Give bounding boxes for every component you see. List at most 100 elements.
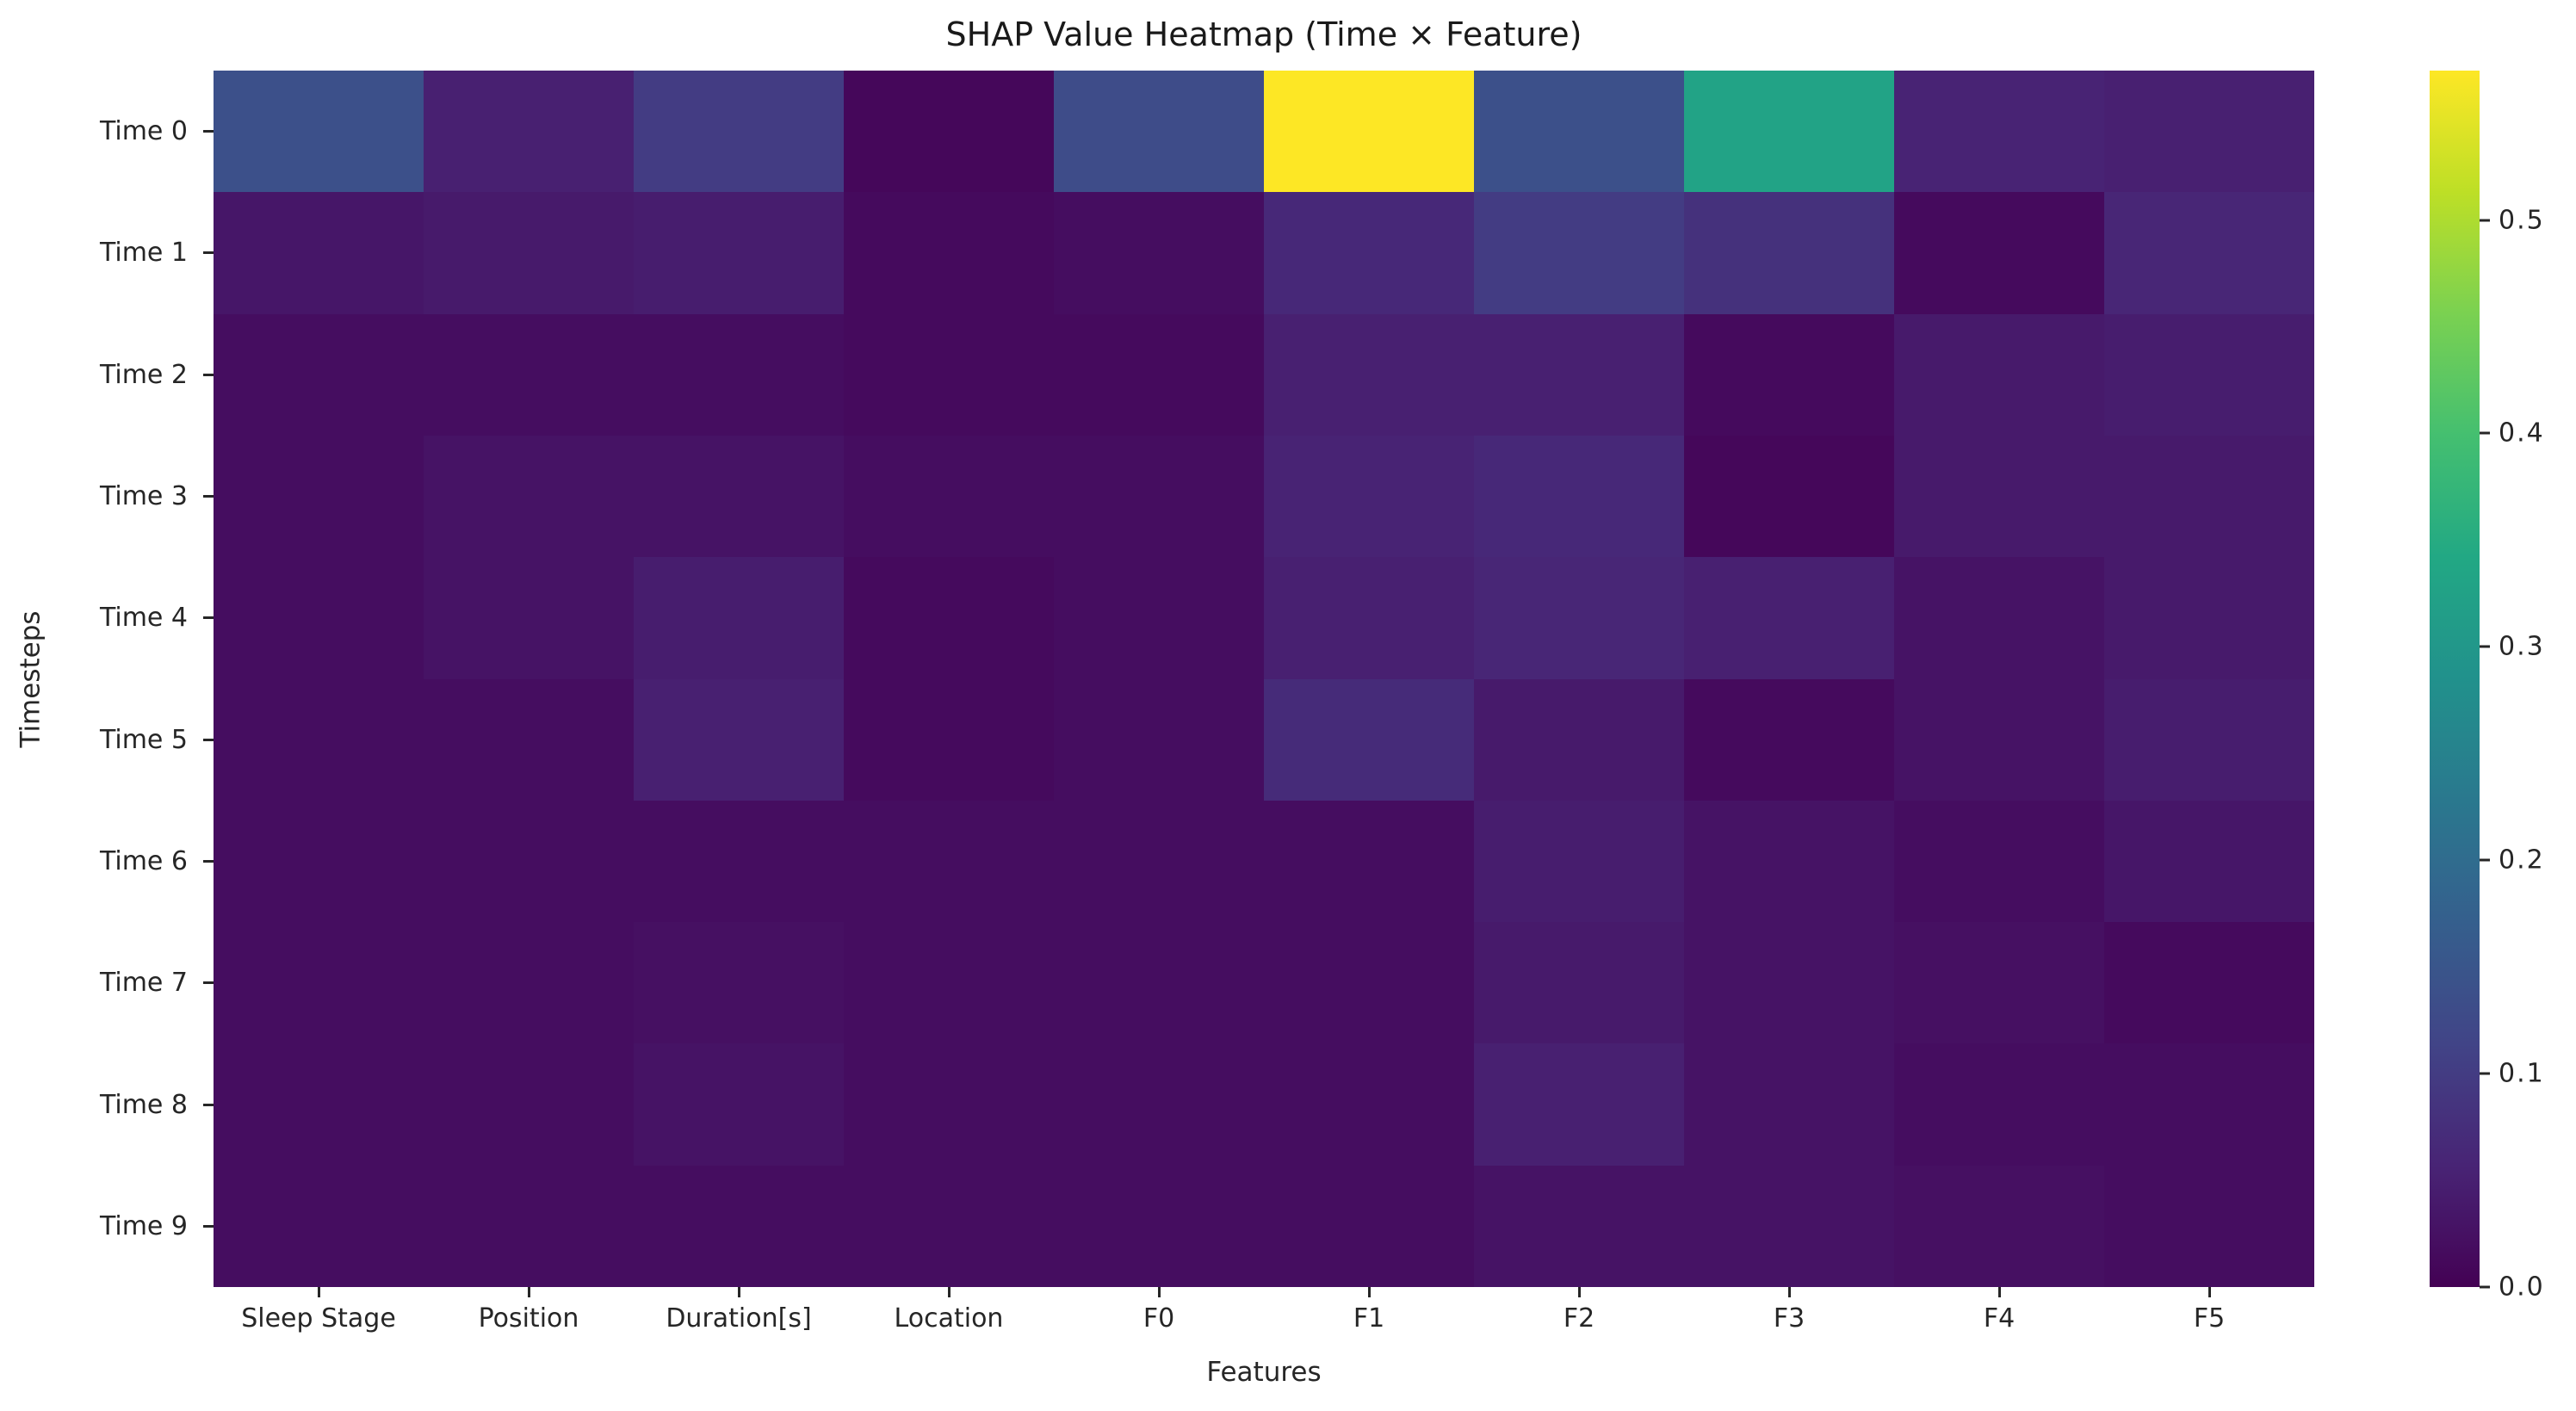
heatmap-cell xyxy=(1264,678,1474,801)
heatmap-cell xyxy=(1054,922,1264,1044)
heatmap-cell xyxy=(1264,192,1474,314)
heatmap-cell xyxy=(1684,922,1894,1044)
x-tick-mark xyxy=(1264,1287,1474,1297)
heatmap-cell xyxy=(2104,435,2314,558)
x-tick-mark xyxy=(634,1287,844,1297)
heatmap-cell xyxy=(1684,557,1894,679)
x-tick-mark xyxy=(1474,1287,1684,1297)
heatmap-cell xyxy=(1684,313,1894,436)
heatmap-cell xyxy=(634,922,844,1044)
heatmap-cell xyxy=(1474,922,1684,1044)
colorbar-tick: 0.2 xyxy=(2480,845,2545,876)
heatmap-cell xyxy=(1474,313,1684,436)
heatmap-cell xyxy=(1054,800,1264,923)
heatmap-cell xyxy=(1474,678,1684,801)
colorbar-tick-value: 0.4 xyxy=(2499,418,2545,449)
heatmap-cell xyxy=(214,678,424,801)
heatmap-cell xyxy=(424,313,634,436)
x-tick-mark xyxy=(214,1287,424,1297)
heatmap-cell xyxy=(844,1043,1054,1166)
heatmap-cell xyxy=(214,557,424,679)
colorbar-tick-mark xyxy=(2480,219,2490,222)
x-tick-label: Duration[s] xyxy=(666,1303,812,1334)
x-tick-label: Sleep Stage xyxy=(241,1303,396,1334)
y-tick-mark xyxy=(203,557,214,678)
heatmap-cell xyxy=(844,678,1054,801)
heatmap-cell xyxy=(844,800,1054,923)
heatmap-cell xyxy=(1264,71,1474,193)
y-tick-label: Time 5 xyxy=(99,724,188,755)
heatmap-cell xyxy=(2104,800,2314,923)
heatmap-cell xyxy=(634,557,844,679)
x-tick-marks xyxy=(214,1287,2314,1297)
colorbar-tick-value: 0.3 xyxy=(2499,631,2545,662)
heatmap-cell xyxy=(1894,1043,2104,1166)
x-tick-mark xyxy=(2104,1287,2314,1297)
heatmap-cell xyxy=(1894,678,2104,801)
x-tick-mark xyxy=(1894,1287,2104,1297)
heatmap-cell xyxy=(844,313,1054,436)
colorbar-tick-value: 0.2 xyxy=(2499,845,2545,876)
colorbar-tick: 0.3 xyxy=(2480,632,2545,662)
x-tick-label: F3 xyxy=(1773,1303,1805,1334)
y-tick-label: Time 0 xyxy=(99,116,188,147)
heatmap-cell xyxy=(1054,192,1264,314)
heatmap-cell xyxy=(1054,71,1264,193)
heatmap-cell xyxy=(844,1165,1054,1287)
heatmap-cell xyxy=(1474,1043,1684,1166)
heatmap-cell xyxy=(1684,800,1894,923)
heatmap-cell xyxy=(1684,1165,1894,1287)
heatmap-cell xyxy=(844,192,1054,314)
y-tick-marks xyxy=(203,71,214,1287)
x-tick-label: F5 xyxy=(2193,1303,2226,1334)
heatmap-cell xyxy=(634,435,844,558)
heatmap-cell xyxy=(1894,71,2104,193)
heatmap-cell xyxy=(2104,1043,2314,1166)
heatmap-cell xyxy=(1474,192,1684,314)
y-tick-mark xyxy=(203,922,214,1043)
x-tick-label: Location xyxy=(894,1303,1004,1334)
heatmap-cell xyxy=(2104,557,2314,679)
heatmap-cell xyxy=(1054,678,1264,801)
heatmap-cell xyxy=(1474,557,1684,679)
heatmap-cell xyxy=(424,557,634,679)
x-tick-label: F4 xyxy=(1983,1303,2016,1334)
x-tick-label: F0 xyxy=(1142,1303,1175,1334)
heatmap-cell xyxy=(2104,71,2314,193)
heatmap-cell xyxy=(2104,192,2314,314)
heatmap-cell xyxy=(1474,800,1684,923)
y-tick-mark xyxy=(203,801,214,922)
y-tick-label: Time 6 xyxy=(99,845,188,876)
heatmap-cell xyxy=(1684,678,1894,801)
colorbar-tick: 0.5 xyxy=(2480,205,2545,235)
x-axis-label: Features xyxy=(1206,1357,1322,1388)
colorbar-tick-mark xyxy=(2480,1072,2490,1075)
y-tick-label: Time 2 xyxy=(99,359,188,390)
heatmap-cell xyxy=(1054,313,1264,436)
y-tick-mark xyxy=(203,1043,214,1165)
colorbar-tick-mark xyxy=(2480,431,2490,435)
heatmap-cell xyxy=(214,922,424,1044)
colorbar-tick-value: 0.5 xyxy=(2499,205,2545,236)
heatmap-cell xyxy=(214,800,424,923)
y-tick-mark xyxy=(203,679,214,801)
heatmap-cell xyxy=(424,1165,634,1287)
heatmap-cell xyxy=(1684,71,1894,193)
colorbar-tick: 0.4 xyxy=(2480,418,2545,449)
heatmap-cell xyxy=(1894,313,2104,436)
colorbar-tick-labels: 0.0 0.1 0.2 0.3 0.4 0.5 xyxy=(2480,71,2574,1303)
heatmap-cell xyxy=(1474,435,1684,558)
heatmap-cell xyxy=(1474,71,1684,193)
y-tick-mark xyxy=(203,192,214,313)
heatmap-cell xyxy=(214,71,424,193)
heatmap-cell xyxy=(424,678,634,801)
heatmap-cell xyxy=(424,1043,634,1166)
heatmap-plot xyxy=(214,71,2314,1287)
heatmap-cell xyxy=(1054,557,1264,679)
heatmap-cell xyxy=(1264,1043,1474,1166)
heatmap-cell xyxy=(844,922,1054,1044)
heatmap-cell xyxy=(424,922,634,1044)
heatmap-cell xyxy=(1264,313,1474,436)
heatmap-cell xyxy=(844,435,1054,558)
